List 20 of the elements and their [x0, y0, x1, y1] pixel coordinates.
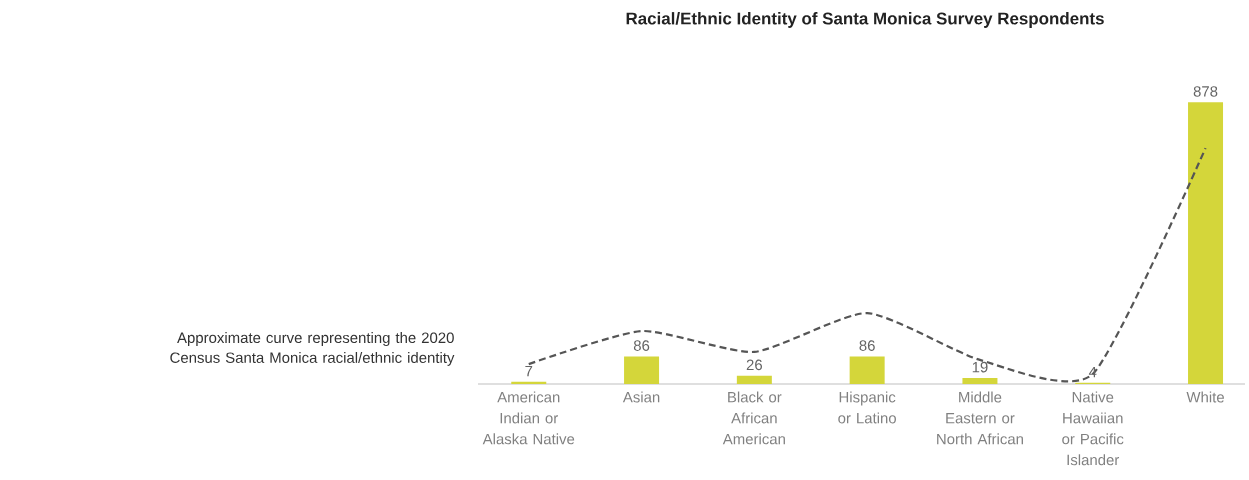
bar	[962, 377, 998, 384]
data-label: 7	[525, 365, 533, 377]
data-label: 878	[1193, 86, 1218, 97]
x-tick-label: American Indian or Alaska Native	[482, 391, 575, 445]
x-tick-label: Hispanic or Latino	[838, 391, 896, 424]
text: Approximate curve representing the 2020 Census Santa Monica racial/ethnic identity	[170, 332, 455, 366]
bar	[1188, 102, 1224, 384]
x-tick-label: Asian	[622, 391, 660, 403]
data-label: 26	[746, 359, 763, 371]
data-label: 19	[972, 361, 988, 373]
bar	[849, 356, 885, 384]
data-label: 86	[633, 340, 650, 351]
x-tick-label: Native Hawaiian or Pacific Islander	[1062, 391, 1124, 466]
x-tick-label: Black or African American	[722, 391, 785, 445]
data-label: 86	[859, 340, 875, 351]
bar	[624, 356, 660, 384]
chart-title: Racial/Ethnic Identity of Santa Monica Survey Respondents	[626, 12, 1104, 28]
x-tick-label: Middle Eastern or North African	[937, 391, 1023, 445]
x-tick-label: White	[1186, 391, 1224, 403]
bar	[736, 375, 772, 384]
